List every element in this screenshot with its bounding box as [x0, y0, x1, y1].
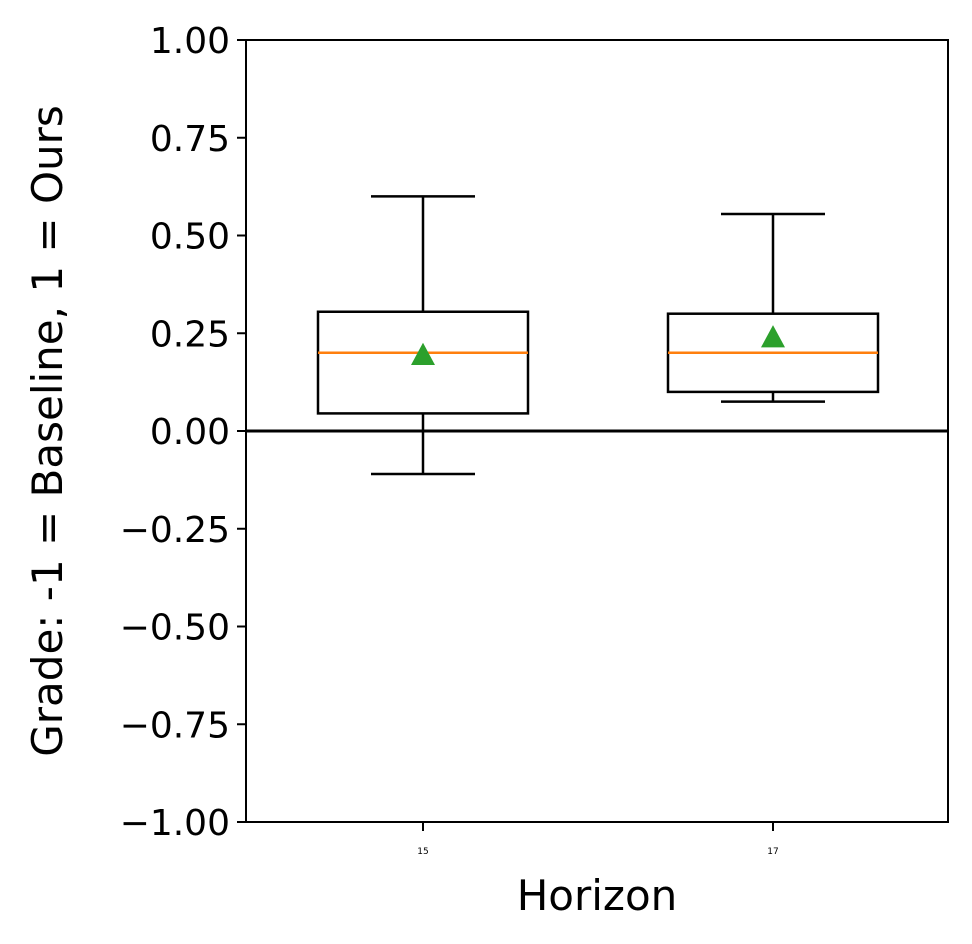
box-17: [666, 212, 880, 403]
y-tick-label: 0.50: [150, 217, 230, 258]
y-tick-label: 0.00: [150, 412, 230, 453]
y-tick-label: −0.25: [120, 510, 230, 551]
x-tick-label: 15: [417, 847, 428, 857]
y-tick-label: 1.00: [150, 21, 230, 62]
y-tick-label: −0.75: [120, 705, 230, 746]
y-tick-label: −1.00: [120, 803, 230, 844]
y-tick-label: −0.50: [120, 608, 230, 649]
y-tick-label: 0.25: [150, 314, 230, 355]
y-axis: 1.00 0.75 0.50 0.25 0.00 −0.25 −0.50 −0.75 −1.00: [120, 21, 246, 844]
y-axis-title: Grade: -1 = Baseline, 1 = Ours: [23, 105, 72, 757]
x-tick-label: 17: [767, 847, 778, 857]
box-15: [316, 195, 530, 476]
x-axis-title: Horizon: [517, 871, 678, 920]
mean-marker: [411, 342, 435, 365]
mean-marker: [761, 325, 785, 348]
boxes-group: [316, 195, 880, 476]
x-axis: 15 17: [417, 822, 779, 857]
y-tick-label: 0.75: [150, 119, 230, 160]
